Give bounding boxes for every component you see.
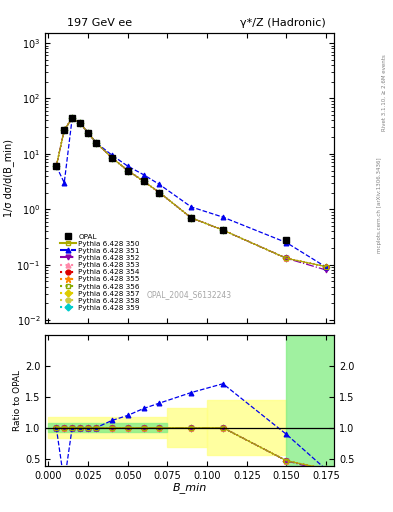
Bar — [167, 408, 207, 447]
Text: Rivet 3.1.10, ≥ 2.6M events: Rivet 3.1.10, ≥ 2.6M events — [382, 54, 387, 131]
Bar — [48, 417, 167, 438]
Legend: OPAL, Pythia 6.428 350, Pythia 6.428 351, Pythia 6.428 352, Pythia 6.428 353, Py: OPAL, Pythia 6.428 350, Pythia 6.428 351… — [57, 231, 142, 313]
X-axis label: B_min: B_min — [173, 482, 207, 493]
Text: γ*/Z (Hadronic): γ*/Z (Hadronic) — [241, 18, 326, 28]
Bar — [48, 423, 167, 432]
Text: 197 GeV ee: 197 GeV ee — [67, 18, 132, 28]
Y-axis label: 1/σ dσ/d(B_min): 1/σ dσ/d(B_min) — [3, 139, 14, 217]
Bar — [207, 400, 286, 456]
Bar — [286, 335, 342, 466]
Y-axis label: Ratio to OPAL: Ratio to OPAL — [13, 370, 22, 431]
Text: OPAL_2004_S6132243: OPAL_2004_S6132243 — [147, 290, 232, 300]
Text: mcplots.cern.ch [arXiv:1306.3436]: mcplots.cern.ch [arXiv:1306.3436] — [377, 157, 382, 252]
